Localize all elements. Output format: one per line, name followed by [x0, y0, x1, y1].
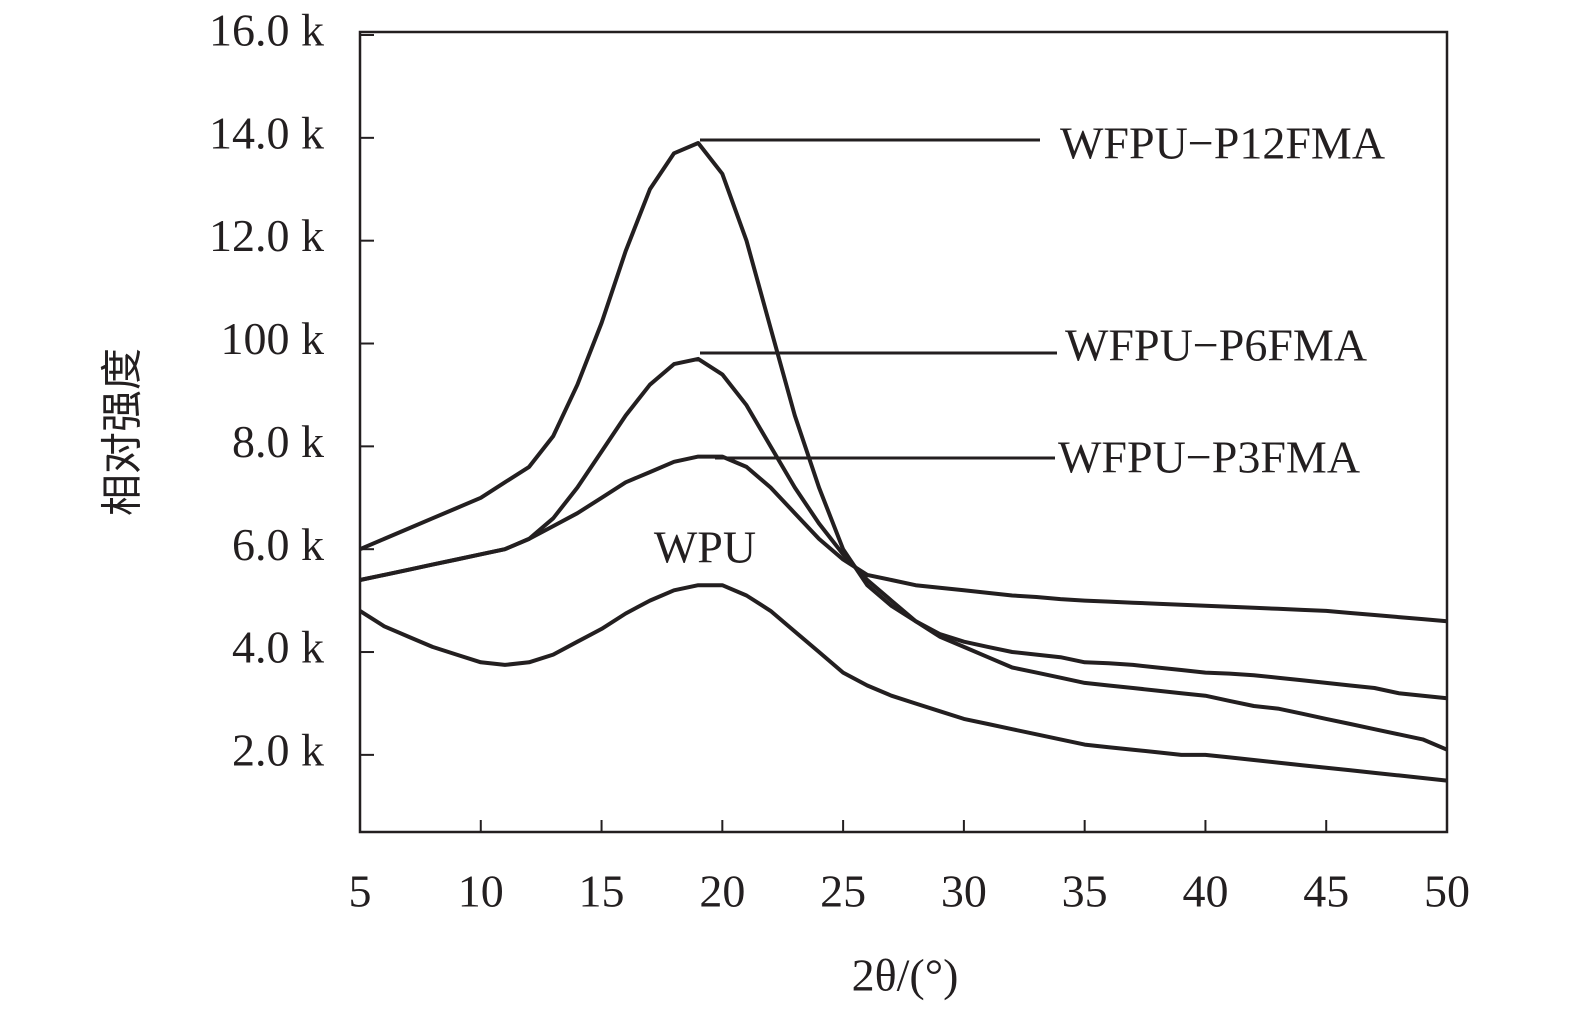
plot-frame — [358, 30, 1449, 834]
series-line — [359, 454, 1448, 624]
series-label: WFPU−P6FMA — [1065, 320, 1367, 371]
x-tick-label: 50 — [1424, 866, 1470, 917]
x-axis-label: 2θ/(°) — [852, 950, 959, 1001]
y-axis-label: 相对强度 — [98, 348, 147, 516]
x-tick-label: 5 — [349, 866, 372, 917]
x-tick-label: 15 — [579, 866, 625, 917]
series-label: WFPU−P3FMA — [1058, 432, 1360, 483]
x-tick-label: 35 — [1062, 866, 1108, 917]
y-tick-label: 2.0 k — [232, 724, 324, 775]
series-label: WFPU−P12FMA — [1060, 118, 1385, 169]
x-tick-label: 10 — [458, 866, 504, 917]
series-label: WPU — [654, 522, 756, 573]
x-tick-label: 25 — [820, 866, 866, 917]
x-tick-label: 30 — [941, 866, 987, 917]
y-tick-label: 14.0 k — [209, 107, 324, 158]
x-tick-label: 45 — [1303, 866, 1349, 917]
y-tick-label: 8.0 k — [232, 416, 324, 467]
y-tick-label: 12.0 k — [209, 210, 324, 261]
x-tick-label: 20 — [699, 866, 745, 917]
y-tick-label: 6.0 k — [232, 519, 324, 570]
x-tick-label: 40 — [1182, 866, 1228, 917]
series-line — [358, 583, 1448, 783]
y-tick-label: 100 k — [221, 313, 325, 364]
y-tick-label: 4.0 k — [232, 622, 324, 673]
y-tick-label: 16.0 k — [209, 5, 324, 56]
series-line — [359, 356, 1448, 701]
